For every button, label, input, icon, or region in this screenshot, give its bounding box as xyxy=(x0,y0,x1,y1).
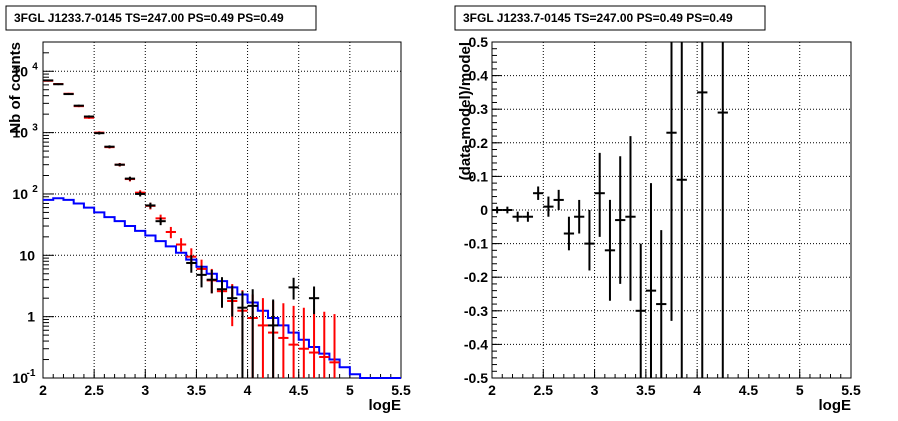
x-tick-label: 3 xyxy=(591,382,599,398)
y-tick-label: -0.1 xyxy=(464,236,488,252)
right-data xyxy=(492,42,728,378)
x-tick-label: 5 xyxy=(346,382,354,398)
x-tick-label: 2 xyxy=(39,382,47,398)
x-tick-label: 4 xyxy=(693,382,701,398)
y-tick-exponent: -1 xyxy=(27,368,36,379)
x-tick-label: 2.5 xyxy=(534,382,554,398)
y-tick-exponent: 3 xyxy=(32,123,38,134)
right-grid xyxy=(492,42,851,378)
y-tick-label: 0.4 xyxy=(469,68,489,84)
y-tick-label: 10 xyxy=(12,186,28,202)
x-tick-label: 2.5 xyxy=(84,382,104,398)
left-title-box xyxy=(5,5,317,31)
right-panel: 3FGL J1233.7-0145 TS=247.00 PS=0.49 PS=0… xyxy=(454,5,861,414)
right-chart-title: 3FGL J1233.7-0145 TS=247.00 PS=0.49 PS=0… xyxy=(463,11,733,25)
y-tick-label: 10 xyxy=(19,247,35,263)
left-panel: 3FGL J1233.7-0145 TS=247.00 PS=0.49 PS=0… xyxy=(5,5,411,414)
y-tick-label: 0.1 xyxy=(469,168,489,184)
y-tick-label: 0.5 xyxy=(469,34,489,50)
y-tick-label: 10 xyxy=(12,125,28,141)
right-x-ticks: 2 2.5 3 3.5 4 4.5 5 5.5 xyxy=(488,369,861,398)
x-tick-label: 3.5 xyxy=(187,382,207,398)
left-x-ticks: 2 2.5 3 3.5 4 4.5 5 5.5 xyxy=(39,369,411,398)
y-tick-label: 0.2 xyxy=(469,135,489,151)
y-tick-exponent: 2 xyxy=(32,184,38,195)
y-tick-label: -0.3 xyxy=(464,303,488,319)
x-tick-label: 3 xyxy=(141,382,149,398)
x-tick-label: 5.5 xyxy=(391,382,411,398)
left-plot-frame xyxy=(42,41,402,379)
x-tick-label: 4.5 xyxy=(739,382,759,398)
right-y-axis-label: (data-model)/model xyxy=(457,42,474,180)
model-step-line xyxy=(43,197,401,379)
y-tick-label: 10 xyxy=(12,63,28,79)
right-x-axis-label: logE xyxy=(819,397,852,414)
x-tick-label: 5.5 xyxy=(841,382,861,398)
right-title-box xyxy=(454,5,766,31)
left-chart-title: 3FGL J1233.7-0145 TS=247.00 PS=0.49 PS=0… xyxy=(14,11,284,25)
left-y-axis-label: Nb of counts xyxy=(7,42,24,134)
left-x-axis-label: logE xyxy=(369,397,402,414)
left-data xyxy=(43,79,401,379)
x-tick-label: 5 xyxy=(796,382,804,398)
y-tick-label: 0.3 xyxy=(469,101,489,117)
x-tick-label: 2 xyxy=(488,382,496,398)
x-tick-label: 4 xyxy=(244,382,252,398)
x-tick-label: 4.5 xyxy=(289,382,309,398)
y-tick-label: 0 xyxy=(480,202,488,218)
y-tick-label: -0.4 xyxy=(464,336,488,352)
x-tick-label: 3.5 xyxy=(636,382,656,398)
y-tick-exponent: 4 xyxy=(32,61,38,72)
y-tick-label: 1 xyxy=(27,309,35,325)
y-tick-label: -0.5 xyxy=(464,370,488,386)
right-y-ticks: -0.5 -0.4 -0.3 -0.2 -0.1 0 0.1 0.2 0.3 0.4 0.5 xyxy=(464,34,502,386)
y-tick-label: -0.2 xyxy=(464,269,488,285)
y-tick-label: 10 xyxy=(12,370,28,386)
